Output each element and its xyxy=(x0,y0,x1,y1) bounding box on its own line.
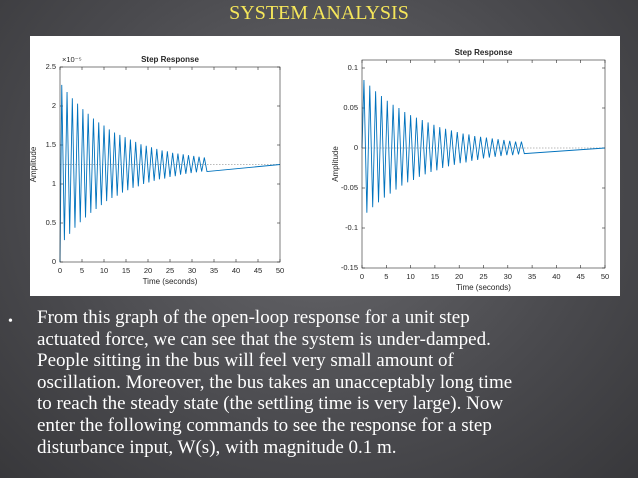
x-axis-label: Time (seconds) xyxy=(456,283,511,292)
text-line: disturbance input, W(s), with magnitude … xyxy=(37,436,397,458)
y-tick-label: -0.05 xyxy=(341,183,358,192)
x-tick-label: 45 xyxy=(254,266,262,275)
text-line: oscillation. Moreover, the bus takes an … xyxy=(37,371,513,393)
axes-box xyxy=(361,59,606,269)
x-tick-label: 45 xyxy=(577,272,585,281)
y-tick-label: -0.1 xyxy=(345,223,358,232)
x-tick-label: 30 xyxy=(504,272,512,281)
x-tick-label: 25 xyxy=(166,266,174,275)
response-line xyxy=(361,79,606,213)
panel-bg xyxy=(30,36,620,296)
chart-title: Step Response xyxy=(455,48,513,57)
x-tick-label: 25 xyxy=(479,272,487,281)
x-tick-label: 30 xyxy=(188,266,196,275)
y-tick-label: 2.5 xyxy=(46,62,56,71)
y-tick-label: 2 xyxy=(52,101,56,110)
x-tick-label: 40 xyxy=(232,266,240,275)
x-tick-label: 5 xyxy=(80,266,84,275)
text-line: to reach the steady state (the settling … xyxy=(37,393,504,415)
y-axis-label: Amplitude xyxy=(331,146,340,182)
y-tick-label: 0.1 xyxy=(348,63,358,72)
paragraph: From this graph of the open-loop respons… xyxy=(37,307,512,458)
text-line: enter the following commands to see the … xyxy=(37,414,492,436)
x-tick-label: 10 xyxy=(406,272,414,281)
x-tick-label: 20 xyxy=(144,266,152,275)
chart-panel: Step Response Time (seconds) Amplitude ×10⁻… xyxy=(30,36,620,296)
chart-title: Step Response xyxy=(141,55,199,64)
bullet: • xyxy=(8,314,13,329)
axes-box xyxy=(59,66,281,263)
y-tick-label: 1.5 xyxy=(46,140,56,149)
x-tick-label: 0 xyxy=(58,266,62,275)
x-tick-label: 10 xyxy=(100,266,108,275)
response-line xyxy=(59,84,281,263)
x-tick-label: 0 xyxy=(360,272,364,281)
y-tick-label: 1 xyxy=(52,179,56,188)
y-tick-label: -0.15 xyxy=(341,263,358,272)
text-line: People sitting in the bus will feel very… xyxy=(37,350,454,372)
x-tick-label: 5 xyxy=(384,272,388,281)
x-tick-label: 35 xyxy=(210,266,218,275)
y-tick-label: 0.5 xyxy=(46,218,56,227)
y-tick-label: 0.05 xyxy=(343,103,358,112)
y-tick-label: 0 xyxy=(354,143,358,152)
y-tick-label: 0 xyxy=(52,257,56,266)
text-line: actuated force, we can see that the syst… xyxy=(37,328,491,350)
x-tick-label: 50 xyxy=(276,266,284,275)
text-line: From this graph of the open-loop respons… xyxy=(37,307,470,328)
x-tick-label: 20 xyxy=(455,272,463,281)
x-axis-label: Time (seconds) xyxy=(143,277,198,286)
y-multiplier: ×10⁻⁵ xyxy=(62,55,82,64)
x-tick-label: 15 xyxy=(431,272,439,281)
x-tick-label: 15 xyxy=(122,266,130,275)
x-tick-label: 50 xyxy=(601,272,609,281)
x-tick-label: 40 xyxy=(552,272,560,281)
x-tick-label: 35 xyxy=(528,272,536,281)
y-axis-label: Amplitude xyxy=(30,146,38,182)
slide-title: SYSTEM ANALYSIS xyxy=(229,2,409,24)
